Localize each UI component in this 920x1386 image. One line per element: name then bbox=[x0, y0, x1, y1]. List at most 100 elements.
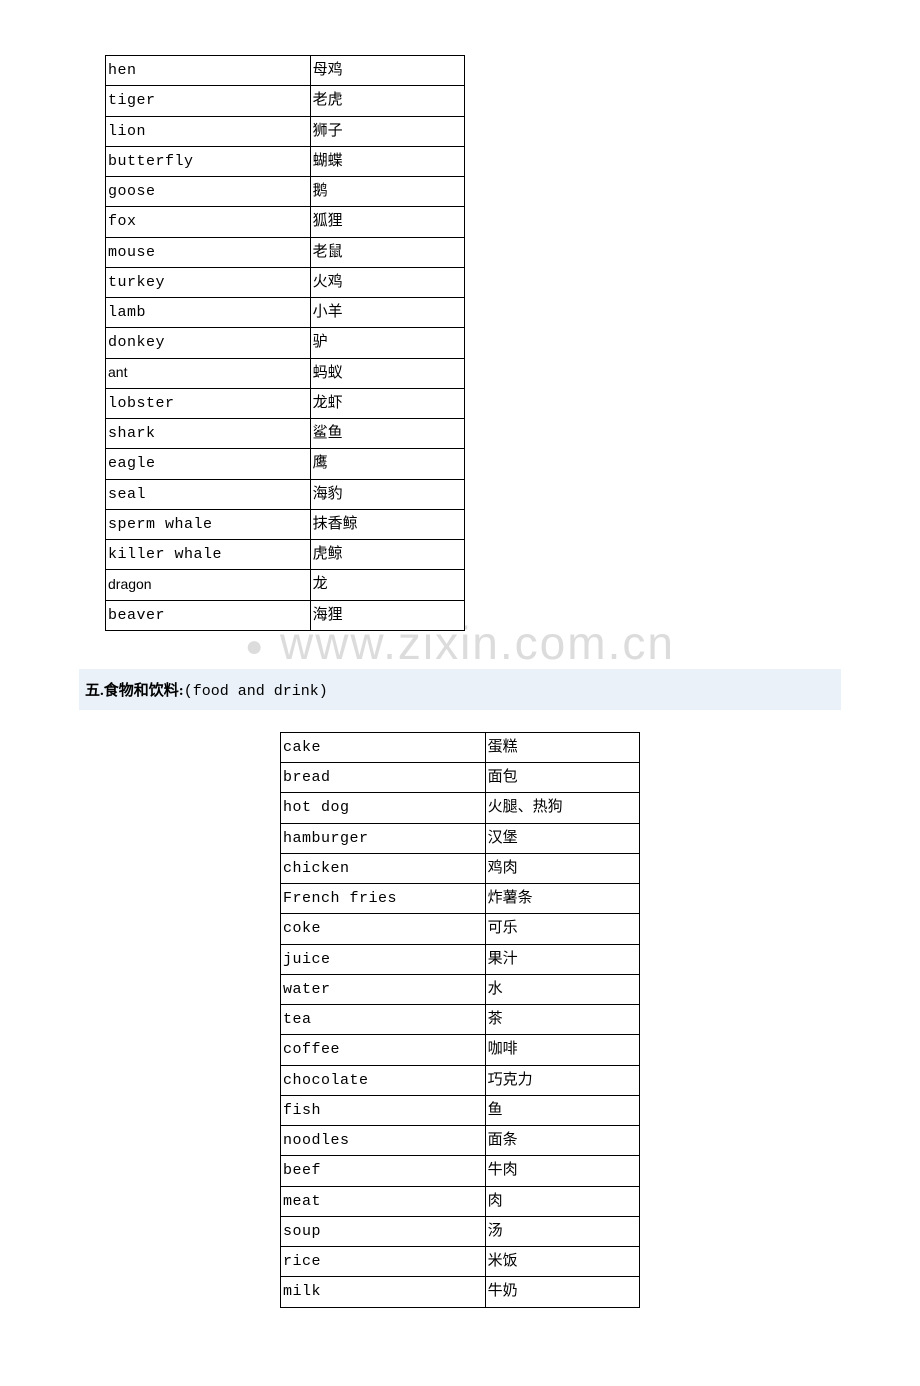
table-row: dragon龙 bbox=[106, 570, 465, 600]
table-row: coffee咖啡 bbox=[281, 1035, 640, 1065]
cell-english: rice bbox=[281, 1247, 486, 1277]
table-row: French fries炸薯条 bbox=[281, 884, 640, 914]
table-row: water水 bbox=[281, 974, 640, 1004]
cell-chinese: 龙虾 bbox=[310, 388, 464, 418]
table-row: lion狮子 bbox=[106, 116, 465, 146]
cell-chinese: 可乐 bbox=[485, 914, 639, 944]
section-header-paren: (food and drink) bbox=[184, 683, 328, 700]
table-row: seal海豹 bbox=[106, 479, 465, 509]
animals-table: hen母鸡tiger老虎lion狮子butterfly蝴蝶goose鹅fox狐狸… bbox=[105, 55, 465, 631]
table-row: sperm whale抹香鲸 bbox=[106, 509, 465, 539]
cell-chinese: 果汁 bbox=[485, 944, 639, 974]
foods-table-wrap: cake蛋糕bread面包hot dog火腿、热狗hamburger汉堡chic… bbox=[85, 732, 835, 1308]
cell-english: hot dog bbox=[281, 793, 486, 823]
table-row: bread面包 bbox=[281, 763, 640, 793]
cell-chinese: 狮子 bbox=[310, 116, 464, 146]
cell-chinese: 鹅 bbox=[310, 177, 464, 207]
page-content: hen母鸡tiger老虎lion狮子butterfly蝴蝶goose鹅fox狐狸… bbox=[0, 0, 920, 1386]
cell-chinese: 老虎 bbox=[310, 86, 464, 116]
cell-chinese: 抹香鲸 bbox=[310, 509, 464, 539]
cell-chinese: 牛肉 bbox=[485, 1156, 639, 1186]
cell-english: eagle bbox=[106, 449, 311, 479]
cell-chinese: 母鸡 bbox=[310, 56, 464, 86]
cell-english: beaver bbox=[106, 600, 311, 630]
cell-english: lion bbox=[106, 116, 311, 146]
table-row: fox狐狸 bbox=[106, 207, 465, 237]
cell-chinese: 海狸 bbox=[310, 600, 464, 630]
table-row: eagle鹰 bbox=[106, 449, 465, 479]
cell-english: lobster bbox=[106, 388, 311, 418]
cell-english: mouse bbox=[106, 237, 311, 267]
cell-english: beef bbox=[281, 1156, 486, 1186]
table-row: donkey驴 bbox=[106, 328, 465, 358]
foods-table: cake蛋糕bread面包hot dog火腿、热狗hamburger汉堡chic… bbox=[280, 732, 640, 1308]
cell-english: chocolate bbox=[281, 1065, 486, 1095]
animals-table-wrap: hen母鸡tiger老虎lion狮子butterfly蝴蝶goose鹅fox狐狸… bbox=[85, 55, 835, 631]
cell-english: cake bbox=[281, 732, 486, 762]
cell-chinese: 牛奶 bbox=[485, 1277, 639, 1307]
table-row: ant蚂蚁 bbox=[106, 358, 465, 388]
cell-english: milk bbox=[281, 1277, 486, 1307]
cell-chinese: 肉 bbox=[485, 1186, 639, 1216]
cell-english: sperm whale bbox=[106, 509, 311, 539]
cell-english: coke bbox=[281, 914, 486, 944]
cell-chinese: 龙 bbox=[310, 570, 464, 600]
cell-english: juice bbox=[281, 944, 486, 974]
table-row: hot dog火腿、热狗 bbox=[281, 793, 640, 823]
table-row: butterfly蝴蝶 bbox=[106, 146, 465, 176]
table-row: tea茶 bbox=[281, 1005, 640, 1035]
cell-english: bread bbox=[281, 763, 486, 793]
cell-chinese: 鲨鱼 bbox=[310, 419, 464, 449]
cell-chinese: 巧克力 bbox=[485, 1065, 639, 1095]
cell-chinese: 海豹 bbox=[310, 479, 464, 509]
cell-chinese: 蝴蝶 bbox=[310, 146, 464, 176]
cell-chinese: 驴 bbox=[310, 328, 464, 358]
cell-chinese: 面条 bbox=[485, 1126, 639, 1156]
cell-chinese: 蚂蚁 bbox=[310, 358, 464, 388]
cell-english: seal bbox=[106, 479, 311, 509]
table-row: killer whale虎鲸 bbox=[106, 540, 465, 570]
table-row: coke可乐 bbox=[281, 914, 640, 944]
cell-chinese: 咖啡 bbox=[485, 1035, 639, 1065]
cell-chinese: 米饭 bbox=[485, 1247, 639, 1277]
cell-chinese: 虎鲸 bbox=[310, 540, 464, 570]
table-row: lamb小羊 bbox=[106, 298, 465, 328]
cell-english: hamburger bbox=[281, 823, 486, 853]
cell-chinese: 老鼠 bbox=[310, 237, 464, 267]
table-row: hamburger汉堡 bbox=[281, 823, 640, 853]
cell-english: ant bbox=[106, 358, 311, 388]
cell-english: killer whale bbox=[106, 540, 311, 570]
cell-english: coffee bbox=[281, 1035, 486, 1065]
table-row: shark鲨鱼 bbox=[106, 419, 465, 449]
cell-chinese: 火腿、热狗 bbox=[485, 793, 639, 823]
cell-chinese: 汉堡 bbox=[485, 823, 639, 853]
cell-english: donkey bbox=[106, 328, 311, 358]
table-row: beaver海狸 bbox=[106, 600, 465, 630]
table-row: chocolate巧克力 bbox=[281, 1065, 640, 1095]
table-row: hen母鸡 bbox=[106, 56, 465, 86]
table-row: tiger老虎 bbox=[106, 86, 465, 116]
cell-english: butterfly bbox=[106, 146, 311, 176]
cell-chinese: 茶 bbox=[485, 1005, 639, 1035]
cell-english: French fries bbox=[281, 884, 486, 914]
cell-english: fox bbox=[106, 207, 311, 237]
table-row: noodles面条 bbox=[281, 1126, 640, 1156]
cell-chinese: 面包 bbox=[485, 763, 639, 793]
cell-english: tiger bbox=[106, 86, 311, 116]
table-row: mouse老鼠 bbox=[106, 237, 465, 267]
cell-chinese: 蛋糕 bbox=[485, 732, 639, 762]
cell-chinese: 小羊 bbox=[310, 298, 464, 328]
table-row: milk牛奶 bbox=[281, 1277, 640, 1307]
table-row: goose鹅 bbox=[106, 177, 465, 207]
table-row: rice米饭 bbox=[281, 1247, 640, 1277]
cell-english: hen bbox=[106, 56, 311, 86]
section-header-food: 五.食物和饮料:(food and drink) bbox=[79, 669, 841, 710]
table-row: fish鱼 bbox=[281, 1095, 640, 1125]
cell-chinese: 鸡肉 bbox=[485, 853, 639, 883]
cell-english: meat bbox=[281, 1186, 486, 1216]
cell-chinese: 鹰 bbox=[310, 449, 464, 479]
cell-english: water bbox=[281, 974, 486, 1004]
table-row: lobster龙虾 bbox=[106, 388, 465, 418]
table-row: meat肉 bbox=[281, 1186, 640, 1216]
cell-english: soup bbox=[281, 1216, 486, 1246]
